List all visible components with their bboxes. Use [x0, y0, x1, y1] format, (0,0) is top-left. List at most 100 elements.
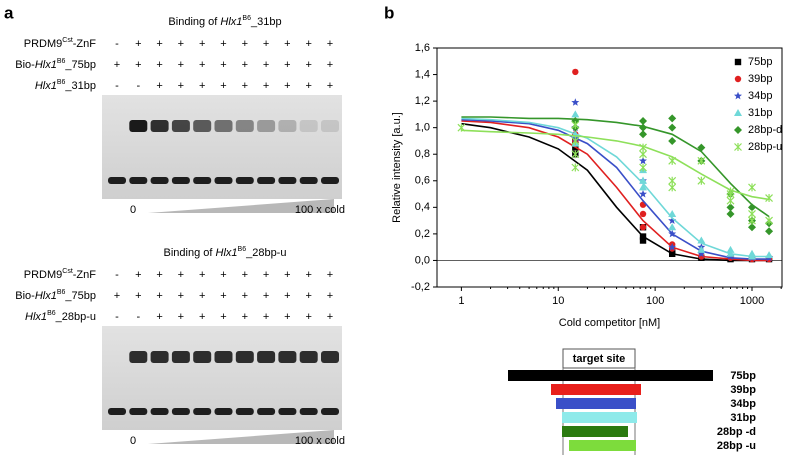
construct-label: 31bp: [730, 412, 756, 424]
free-probe-band: [171, 408, 190, 415]
lane-sign: +: [199, 290, 205, 302]
lane-sign: +: [220, 80, 226, 92]
point: [668, 183, 677, 192]
lane-sign: +: [178, 80, 184, 92]
point: [571, 98, 580, 106]
free-probe-band: [214, 177, 233, 184]
row-label-part: _28bp-u: [55, 311, 96, 323]
gel-title: Binding of Hlx1B6_28bp-u: [164, 246, 287, 259]
lane-sign: +: [284, 311, 290, 323]
lane-sign: +: [284, 59, 290, 71]
legend-marker: [734, 109, 742, 116]
point: [765, 227, 774, 236]
y-axis-label: Relative intensity [a.u.]: [391, 112, 403, 223]
shifted-band: [214, 351, 233, 363]
point: [748, 183, 756, 192]
y-tick-label: 0,0: [415, 254, 430, 266]
free-probe-band: [299, 408, 318, 415]
y-tick-label: 0,2: [415, 228, 430, 240]
shifted-band: [257, 120, 276, 132]
lane-sign: -: [115, 311, 119, 323]
point: [748, 216, 756, 225]
lane-sign: +: [220, 59, 226, 71]
lane-sign: +: [156, 269, 162, 281]
point: [571, 163, 580, 172]
gel-title-part: Binding of: [164, 247, 216, 259]
point: [748, 252, 757, 260]
y-tick-label: 1,6: [415, 42, 430, 54]
target-site-label: target site: [573, 353, 626, 365]
scale-start: 0: [130, 435, 136, 447]
lane-sign: +: [178, 269, 184, 281]
shifted-band: [278, 120, 297, 132]
gel-title-part: _28bp-u: [245, 247, 286, 259]
point: [726, 196, 735, 205]
point: [571, 121, 580, 130]
shifted-band: [171, 120, 190, 132]
row-label-part: B6: [57, 79, 66, 86]
construct-label: 28bp -d: [717, 426, 756, 438]
row-label-part: Hlx1: [35, 59, 57, 71]
point: [765, 216, 773, 225]
free-probe-band: [108, 177, 126, 184]
lane-sign: +: [178, 59, 184, 71]
lane-sign: -: [115, 80, 119, 92]
lane-sign: +: [199, 311, 205, 323]
legend-label: 39bp: [748, 73, 772, 85]
lane-sign: +: [178, 290, 184, 302]
legend-marker: [734, 91, 742, 100]
point: [639, 163, 647, 172]
y-tick-label: 0,6: [415, 175, 430, 187]
point: [668, 136, 677, 145]
lane-sign: +: [178, 311, 184, 323]
lane-sign: -: [136, 311, 140, 323]
row-label-part: -ZnF: [73, 38, 97, 50]
row-label: PRDM9Cst-ZnF: [24, 268, 97, 281]
lane-sign: +: [156, 38, 162, 50]
scale-end: 100 x cold: [295, 204, 345, 216]
lane-sign: +: [114, 290, 120, 302]
shifted-band: [214, 120, 233, 132]
lane-sign: +: [156, 311, 162, 323]
row-label-part: B6: [47, 310, 56, 317]
point: [668, 156, 677, 165]
shifted-band: [129, 120, 148, 132]
free-probe-band: [257, 177, 276, 184]
row-label-part: B6: [57, 289, 66, 296]
lane-sign: +: [284, 290, 290, 302]
lane-sign: +: [327, 290, 333, 302]
lane-sign: +: [263, 38, 269, 50]
shifted-band: [299, 120, 318, 132]
lane-sign: +: [305, 269, 311, 281]
point: [639, 210, 647, 218]
row-label-part: -ZnF: [73, 269, 97, 281]
row-label-part: Bio-: [15, 290, 35, 302]
lane-sign: +: [263, 59, 269, 71]
lane-sign: +: [199, 80, 205, 92]
point: [668, 123, 677, 132]
lane-sign: +: [135, 269, 141, 281]
point: [765, 194, 773, 203]
lane-sign: +: [220, 269, 226, 281]
legend-label: 31bp: [748, 107, 772, 119]
lane-sign: +: [156, 59, 162, 71]
lane-sign: +: [178, 38, 184, 50]
row-label-part: Cst: [62, 268, 73, 275]
y-tick-label: 0,8: [415, 148, 430, 160]
lane-sign: +: [327, 38, 333, 50]
lane-sign: +: [284, 80, 290, 92]
lane-sign: +: [305, 290, 311, 302]
row-label-part: PRDM9: [24, 38, 63, 50]
shifted-band: [299, 351, 318, 363]
lane-sign: +: [156, 290, 162, 302]
free-probe-band: [150, 177, 169, 184]
point: [697, 176, 706, 185]
point: [639, 183, 648, 191]
free-probe-band: [235, 408, 254, 415]
construct-bar: [569, 440, 636, 451]
point: [639, 176, 648, 184]
construct-label: 75bp: [730, 370, 756, 382]
y-tick-label: 0,4: [415, 201, 430, 213]
row-label: Bio-Hlx1B6_75bp: [15, 289, 96, 302]
lane-sign: +: [199, 59, 205, 71]
